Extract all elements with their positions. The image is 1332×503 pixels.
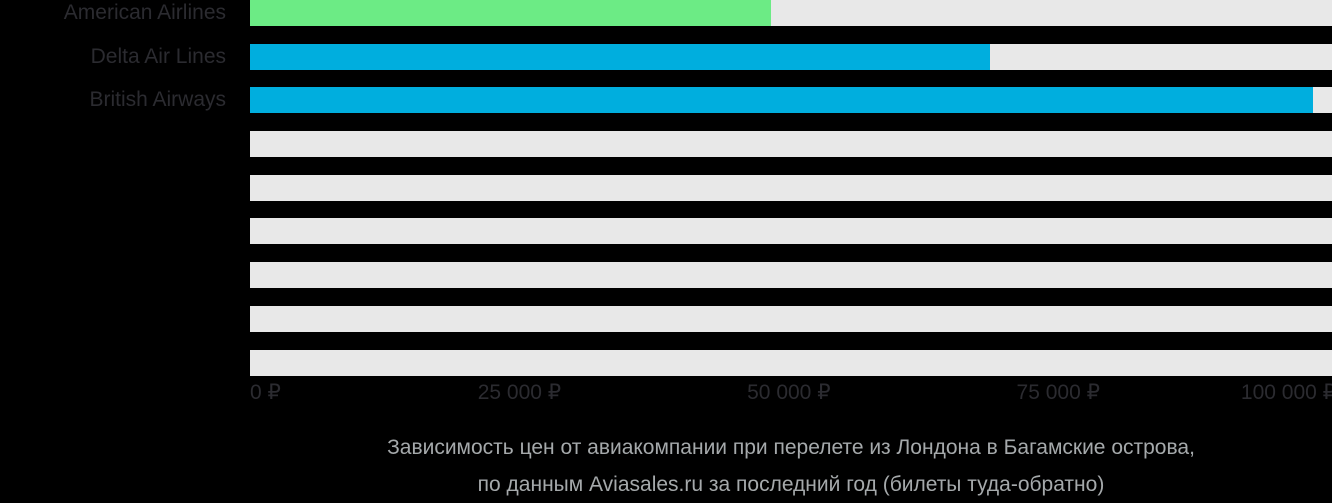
bar-row xyxy=(0,349,1332,376)
category-label xyxy=(0,306,250,332)
bar-row xyxy=(0,174,1332,201)
category-label xyxy=(0,218,250,244)
x-tick-label: 50 000 ₽ xyxy=(747,381,831,404)
bar-track xyxy=(250,43,1332,70)
category-label xyxy=(0,131,250,157)
x-tick-label: 75 000 ₽ xyxy=(1016,381,1100,404)
bar-track xyxy=(250,0,1332,26)
x-tick-label: 25 000 ₽ xyxy=(477,381,562,404)
x-tick-label: 100 000 ₽ xyxy=(1240,381,1332,404)
bar-track xyxy=(250,349,1332,376)
category-label: American Airlines xyxy=(63,1,226,24)
bar-track xyxy=(250,218,1332,245)
category-label: Delta Air Lines xyxy=(90,44,226,68)
x-axis: 0 ₽ 25 000 ₽ 50 000 ₽ 75 000 ₽ 100 000 ₽ xyxy=(250,380,1332,410)
bar-row xyxy=(0,305,1332,332)
bar-track xyxy=(250,262,1332,289)
bar-track xyxy=(250,131,1332,158)
caption-line-1: Зависимость цен от авиакомпании при пере… xyxy=(387,436,1195,459)
bar-row: Delta Air Lines xyxy=(0,43,1332,70)
bar-row xyxy=(0,131,1332,158)
bar-track xyxy=(250,174,1332,201)
bar xyxy=(250,43,990,70)
bar-row xyxy=(0,218,1332,245)
bar-track xyxy=(250,305,1332,332)
caption-line-2: по данным Aviasales.ru за последний год … xyxy=(477,473,1105,496)
chart-caption: Зависимость цен от авиакомпании при пере… xyxy=(250,429,1332,503)
bar-rows: American Airlines Delta Air Lines British … xyxy=(0,0,1332,376)
category-label xyxy=(0,262,250,288)
category-label: British Airways xyxy=(89,88,226,112)
bar-row: British Airways xyxy=(0,87,1332,114)
bar-row: American Airlines xyxy=(0,0,1332,26)
x-tick-label: 0 ₽ xyxy=(250,381,281,404)
category-label xyxy=(0,175,250,201)
bar xyxy=(250,87,1313,114)
category-label xyxy=(0,350,250,376)
bar-row xyxy=(0,262,1332,289)
bar-track xyxy=(250,87,1332,114)
bar xyxy=(250,0,771,26)
